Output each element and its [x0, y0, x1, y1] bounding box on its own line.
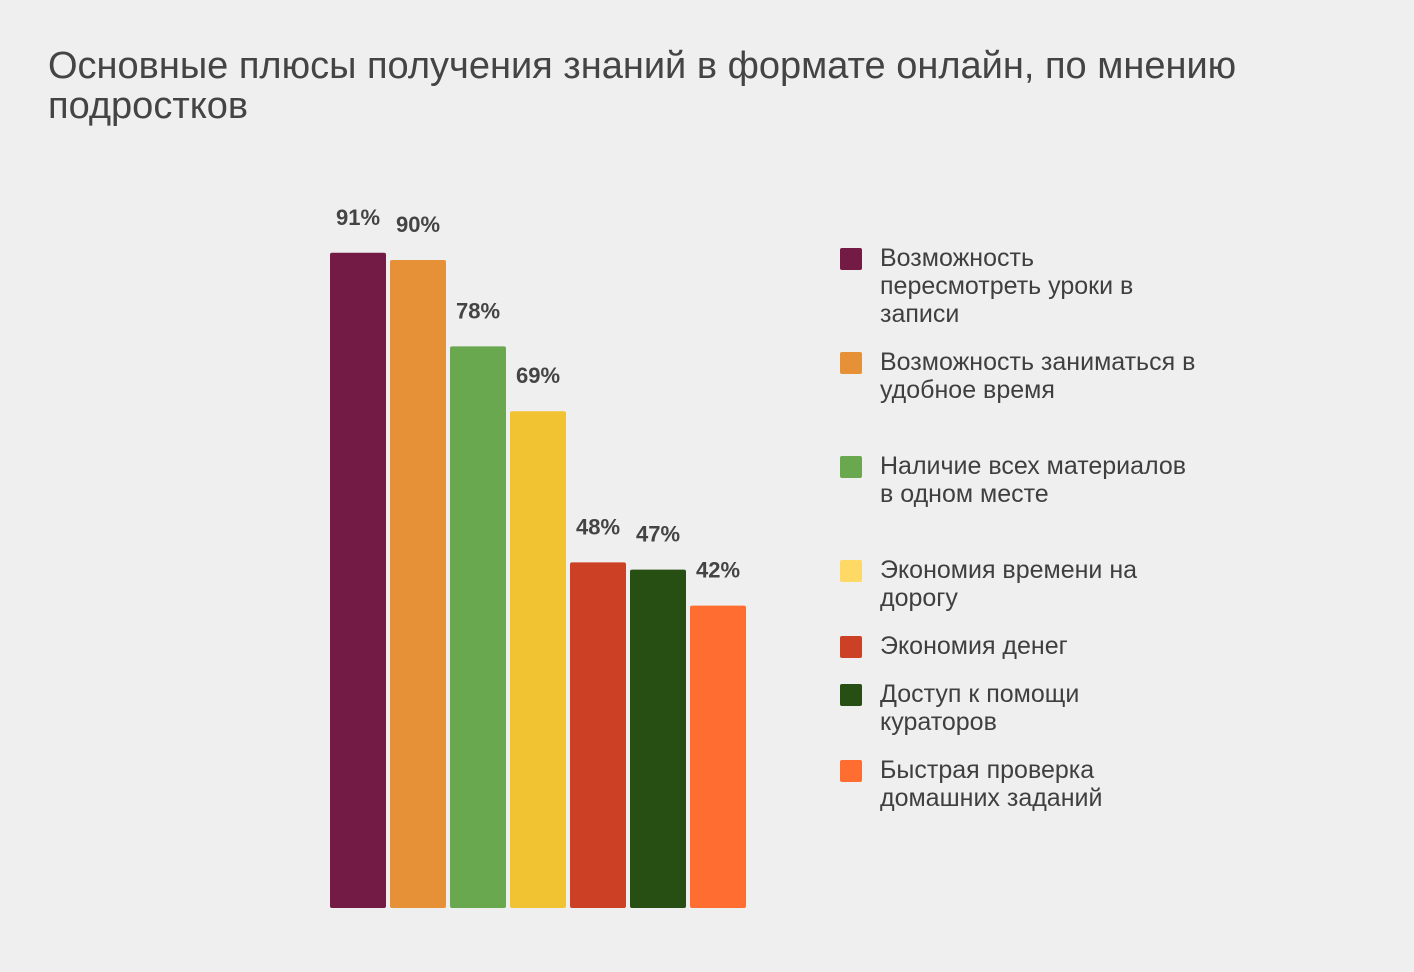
- labels-group: 91% 90% 78% 69% 48% 47% 42%: [336, 205, 740, 583]
- legend-swatch-2: [840, 352, 862, 374]
- bar-5: [570, 562, 626, 908]
- bar-value-label-5: 48%: [576, 514, 620, 539]
- bar-value-label-2: 90%: [396, 212, 440, 237]
- bar-6: [630, 569, 686, 908]
- legend-label-1: Возможность пересмотреть уроки в записи: [880, 244, 1134, 328]
- bar-2: [390, 260, 446, 908]
- bar-value-label-6: 47%: [636, 522, 680, 547]
- bar-value-label-4: 69%: [516, 363, 560, 388]
- bar-1: [330, 252, 386, 909]
- bars-group: [330, 252, 746, 909]
- bar-7: [690, 605, 746, 908]
- legend-label-4: Экономия времени на дорогу: [880, 556, 1138, 612]
- bar-4: [510, 411, 566, 908]
- bar-value-label-3: 78%: [456, 298, 500, 323]
- legend-label-3: Наличие всех материалов в одном месте: [880, 452, 1187, 508]
- legend-swatch-4: [840, 560, 862, 582]
- legend-label-2: Возможность заниматься в удобное время: [880, 348, 1196, 404]
- legend-label-6: Доступ к помощи кураторов: [880, 680, 1080, 736]
- legend-swatch-5: [840, 636, 862, 658]
- bar-value-label-1: 91%: [336, 205, 380, 230]
- legend-swatch-3: [840, 456, 862, 478]
- legend-swatch-1: [840, 248, 862, 270]
- legend-swatch-6: [840, 684, 862, 706]
- legend-label-5: Экономия денег: [880, 632, 1068, 660]
- legend-swatch-7: [840, 760, 862, 782]
- bar-value-label-7: 42%: [696, 558, 740, 583]
- chart-title: Основные плюсы получения знаний в формат…: [48, 45, 1237, 127]
- legend-label-7: Быстрая проверка домашних заданий: [880, 756, 1103, 812]
- bar-3: [450, 346, 506, 908]
